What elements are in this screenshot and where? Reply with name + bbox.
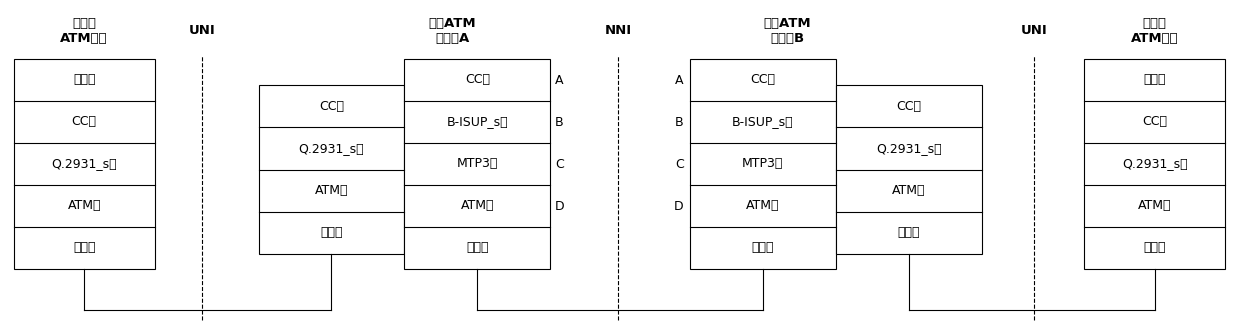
Text: D: D [674, 200, 684, 213]
Text: CC层: CC层 [1142, 115, 1167, 128]
Text: 主叫方
ATM终端: 主叫方 ATM终端 [61, 17, 108, 45]
Text: D: D [555, 200, 565, 213]
Text: MTP3层: MTP3层 [742, 157, 783, 170]
Text: ATM层: ATM层 [1139, 199, 1172, 213]
Bar [14, 59, 155, 269]
Text: 物理层: 物理层 [73, 241, 95, 255]
Text: B: B [555, 116, 564, 129]
Text: 物理层: 物理层 [1144, 241, 1166, 255]
Text: 应用层: 应用层 [73, 73, 95, 86]
Text: NNI: NNI [605, 24, 632, 37]
Text: 星上ATM
交换机B: 星上ATM 交换机B [763, 17, 812, 45]
Text: CC层: CC层 [318, 100, 344, 113]
Text: Q.2931_s层: Q.2931_s层 [876, 142, 942, 155]
Text: UNI: UNI [1020, 24, 1047, 37]
Text: 星上ATM
交换机A: 星上ATM 交换机A [429, 17, 477, 45]
Bar [690, 59, 836, 269]
Text: Q.2931_s层: Q.2931_s层 [1123, 157, 1188, 170]
Text: ATM层: ATM层 [315, 184, 348, 197]
Text: 物理层: 物理层 [466, 241, 488, 255]
Text: C: C [675, 158, 684, 171]
Text: Q.2931_s层: Q.2931_s层 [51, 157, 116, 170]
Text: 物理层: 物理层 [320, 226, 343, 240]
Bar [836, 85, 981, 254]
Bar [1084, 59, 1225, 269]
Text: C: C [555, 158, 564, 171]
Text: ATM层: ATM层 [67, 199, 100, 213]
Text: ATM层: ATM层 [892, 184, 926, 197]
Text: B: B [675, 116, 684, 129]
Text: ATM层: ATM层 [461, 199, 494, 213]
Text: Q.2931_s层: Q.2931_s层 [299, 142, 364, 155]
Text: CC层: CC层 [751, 73, 776, 86]
Text: CC层: CC层 [72, 115, 97, 128]
Text: 物理层: 物理层 [752, 241, 774, 255]
Text: B-ISUP_s层: B-ISUP_s层 [446, 115, 508, 128]
Text: ATM层: ATM层 [746, 199, 779, 213]
Text: A: A [675, 74, 684, 87]
Text: MTP3层: MTP3层 [457, 157, 498, 170]
Text: CC层: CC层 [465, 73, 489, 86]
Text: 被叫方
ATM终端: 被叫方 ATM终端 [1131, 17, 1178, 45]
Bar [259, 85, 404, 254]
Text: CC层: CC层 [896, 100, 922, 113]
Text: B-ISUP_s层: B-ISUP_s层 [732, 115, 794, 128]
Text: 物理层: 物理层 [897, 226, 921, 240]
Text: 应用层: 应用层 [1144, 73, 1166, 86]
Text: UNI: UNI [188, 24, 216, 37]
Bar [404, 59, 550, 269]
Text: A: A [555, 74, 564, 87]
